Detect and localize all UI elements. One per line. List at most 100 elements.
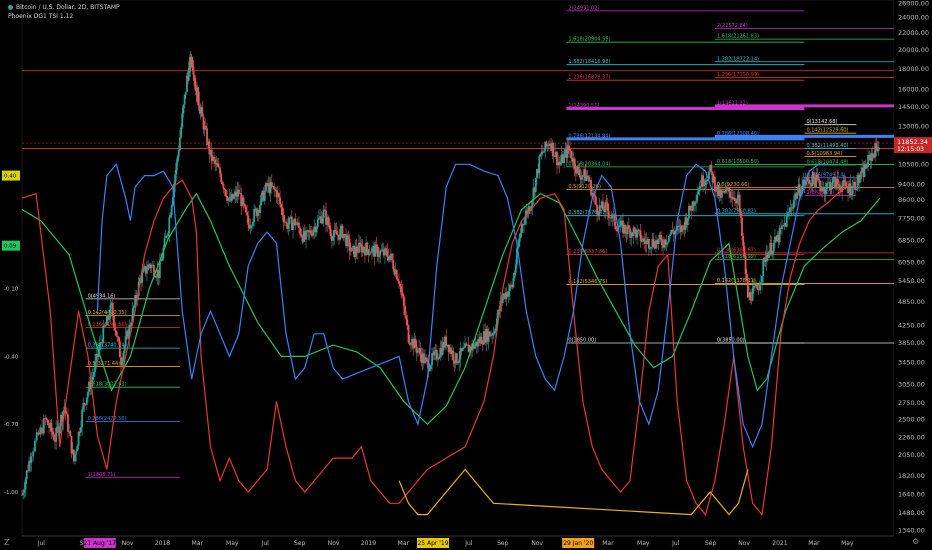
candle-body xyxy=(54,439,56,442)
candle-body xyxy=(378,255,380,258)
candle-body xyxy=(401,292,404,297)
candle-body xyxy=(756,285,759,290)
candle-body xyxy=(319,216,322,218)
indicator-title[interactable]: Phoenix DG1 TSI 1.12 xyxy=(8,13,73,20)
candle-body xyxy=(62,410,65,422)
candle-body xyxy=(338,234,340,240)
candle-body xyxy=(422,353,425,364)
price-tick: 2260.00 xyxy=(898,434,925,442)
candle-body xyxy=(649,248,651,250)
candle-body xyxy=(87,391,89,398)
candle-body xyxy=(88,381,91,392)
candle-body xyxy=(68,431,71,433)
price-tick: 2500.00 xyxy=(898,416,925,424)
fib-level-label: 1(1808.71) xyxy=(88,472,116,478)
candle-body xyxy=(527,206,530,214)
price-tick: 1340.00 xyxy=(898,527,925,535)
candle-body xyxy=(637,229,640,231)
candle-body xyxy=(848,183,851,193)
symbol-title[interactable]: Bitcoin / U.S. Dollar, 2D, BITSTAMP xyxy=(8,4,120,11)
candle-body xyxy=(736,198,739,204)
candle-body xyxy=(287,224,290,229)
price-tick: 14500.00 xyxy=(898,103,929,111)
candle-body xyxy=(282,215,285,223)
candle-body xyxy=(417,350,419,353)
candle-body xyxy=(229,197,232,201)
candle-body xyxy=(656,240,659,245)
candle-body xyxy=(709,164,712,172)
candle-body xyxy=(280,204,283,208)
candle-body xyxy=(131,308,134,323)
candle-body xyxy=(30,456,33,463)
candle-body xyxy=(561,154,564,163)
candle-body xyxy=(457,362,459,364)
candle-body xyxy=(488,331,491,337)
candle-body xyxy=(69,431,72,436)
tsi-curve-blue xyxy=(96,163,828,449)
candle-body xyxy=(511,285,514,288)
candle-body xyxy=(494,328,497,332)
candle-body xyxy=(651,238,654,248)
candle-body xyxy=(663,239,666,248)
candle-body xyxy=(668,236,670,242)
fib-level-label: 2(22572.84) xyxy=(717,23,748,29)
candle-body xyxy=(777,235,780,243)
candle-body xyxy=(388,255,391,261)
candle-body xyxy=(627,225,630,229)
candle-body xyxy=(526,210,529,214)
candle-body xyxy=(689,205,692,210)
candle-body xyxy=(285,221,287,223)
candle-body xyxy=(877,147,880,151)
price-tick: 9400.00 xyxy=(898,180,925,188)
candle-body xyxy=(296,222,299,225)
candle-body xyxy=(182,104,185,114)
time-tick: Jul xyxy=(37,540,46,547)
candle-body xyxy=(693,202,696,206)
candle-body xyxy=(121,362,124,366)
candle-body xyxy=(21,494,23,496)
candle-body xyxy=(741,217,743,236)
candle-body xyxy=(144,266,147,274)
candle-body xyxy=(784,222,787,227)
time-tick: Mar xyxy=(192,540,204,547)
candle-body xyxy=(785,215,788,227)
price-tick: 7750.00 xyxy=(898,215,925,223)
candle-body xyxy=(211,156,214,162)
candle-body xyxy=(67,414,69,432)
candle-body xyxy=(168,217,171,234)
candle-body xyxy=(485,329,488,343)
candle-body xyxy=(207,141,210,145)
candle-body xyxy=(387,256,390,261)
price-tick: 1480.00 xyxy=(898,509,925,517)
candle-body xyxy=(875,143,878,148)
candle-body xyxy=(516,248,518,265)
fib-level-label: 1.236(16878.37) xyxy=(568,75,610,81)
candle-body xyxy=(864,164,867,169)
candle-body xyxy=(602,201,604,210)
z-icon[interactable]: Z xyxy=(4,538,10,547)
time-tick: Nov xyxy=(122,540,134,547)
candle-body xyxy=(51,431,54,435)
candle-body xyxy=(237,189,240,194)
candle-body xyxy=(421,353,424,363)
candle-body xyxy=(606,203,609,212)
candle-body xyxy=(713,176,716,191)
candle-body xyxy=(161,258,164,261)
candle-body xyxy=(462,347,465,349)
candle-body xyxy=(829,182,832,191)
candle-body xyxy=(221,181,224,185)
candle-body xyxy=(116,336,119,337)
candle-body xyxy=(604,202,607,212)
candle-body xyxy=(788,211,791,213)
candle-body xyxy=(703,185,706,187)
fib-level-label: 0(3850.00) xyxy=(717,337,745,343)
candle-body xyxy=(745,273,748,281)
candle-body xyxy=(191,60,194,72)
price-tick: 2750.00 xyxy=(898,399,925,407)
candle-body xyxy=(742,235,745,246)
candle-body xyxy=(475,341,478,347)
candle-body xyxy=(698,186,701,192)
gear-icon[interactable]: ⚙ xyxy=(912,537,920,546)
candle-body xyxy=(863,164,866,177)
